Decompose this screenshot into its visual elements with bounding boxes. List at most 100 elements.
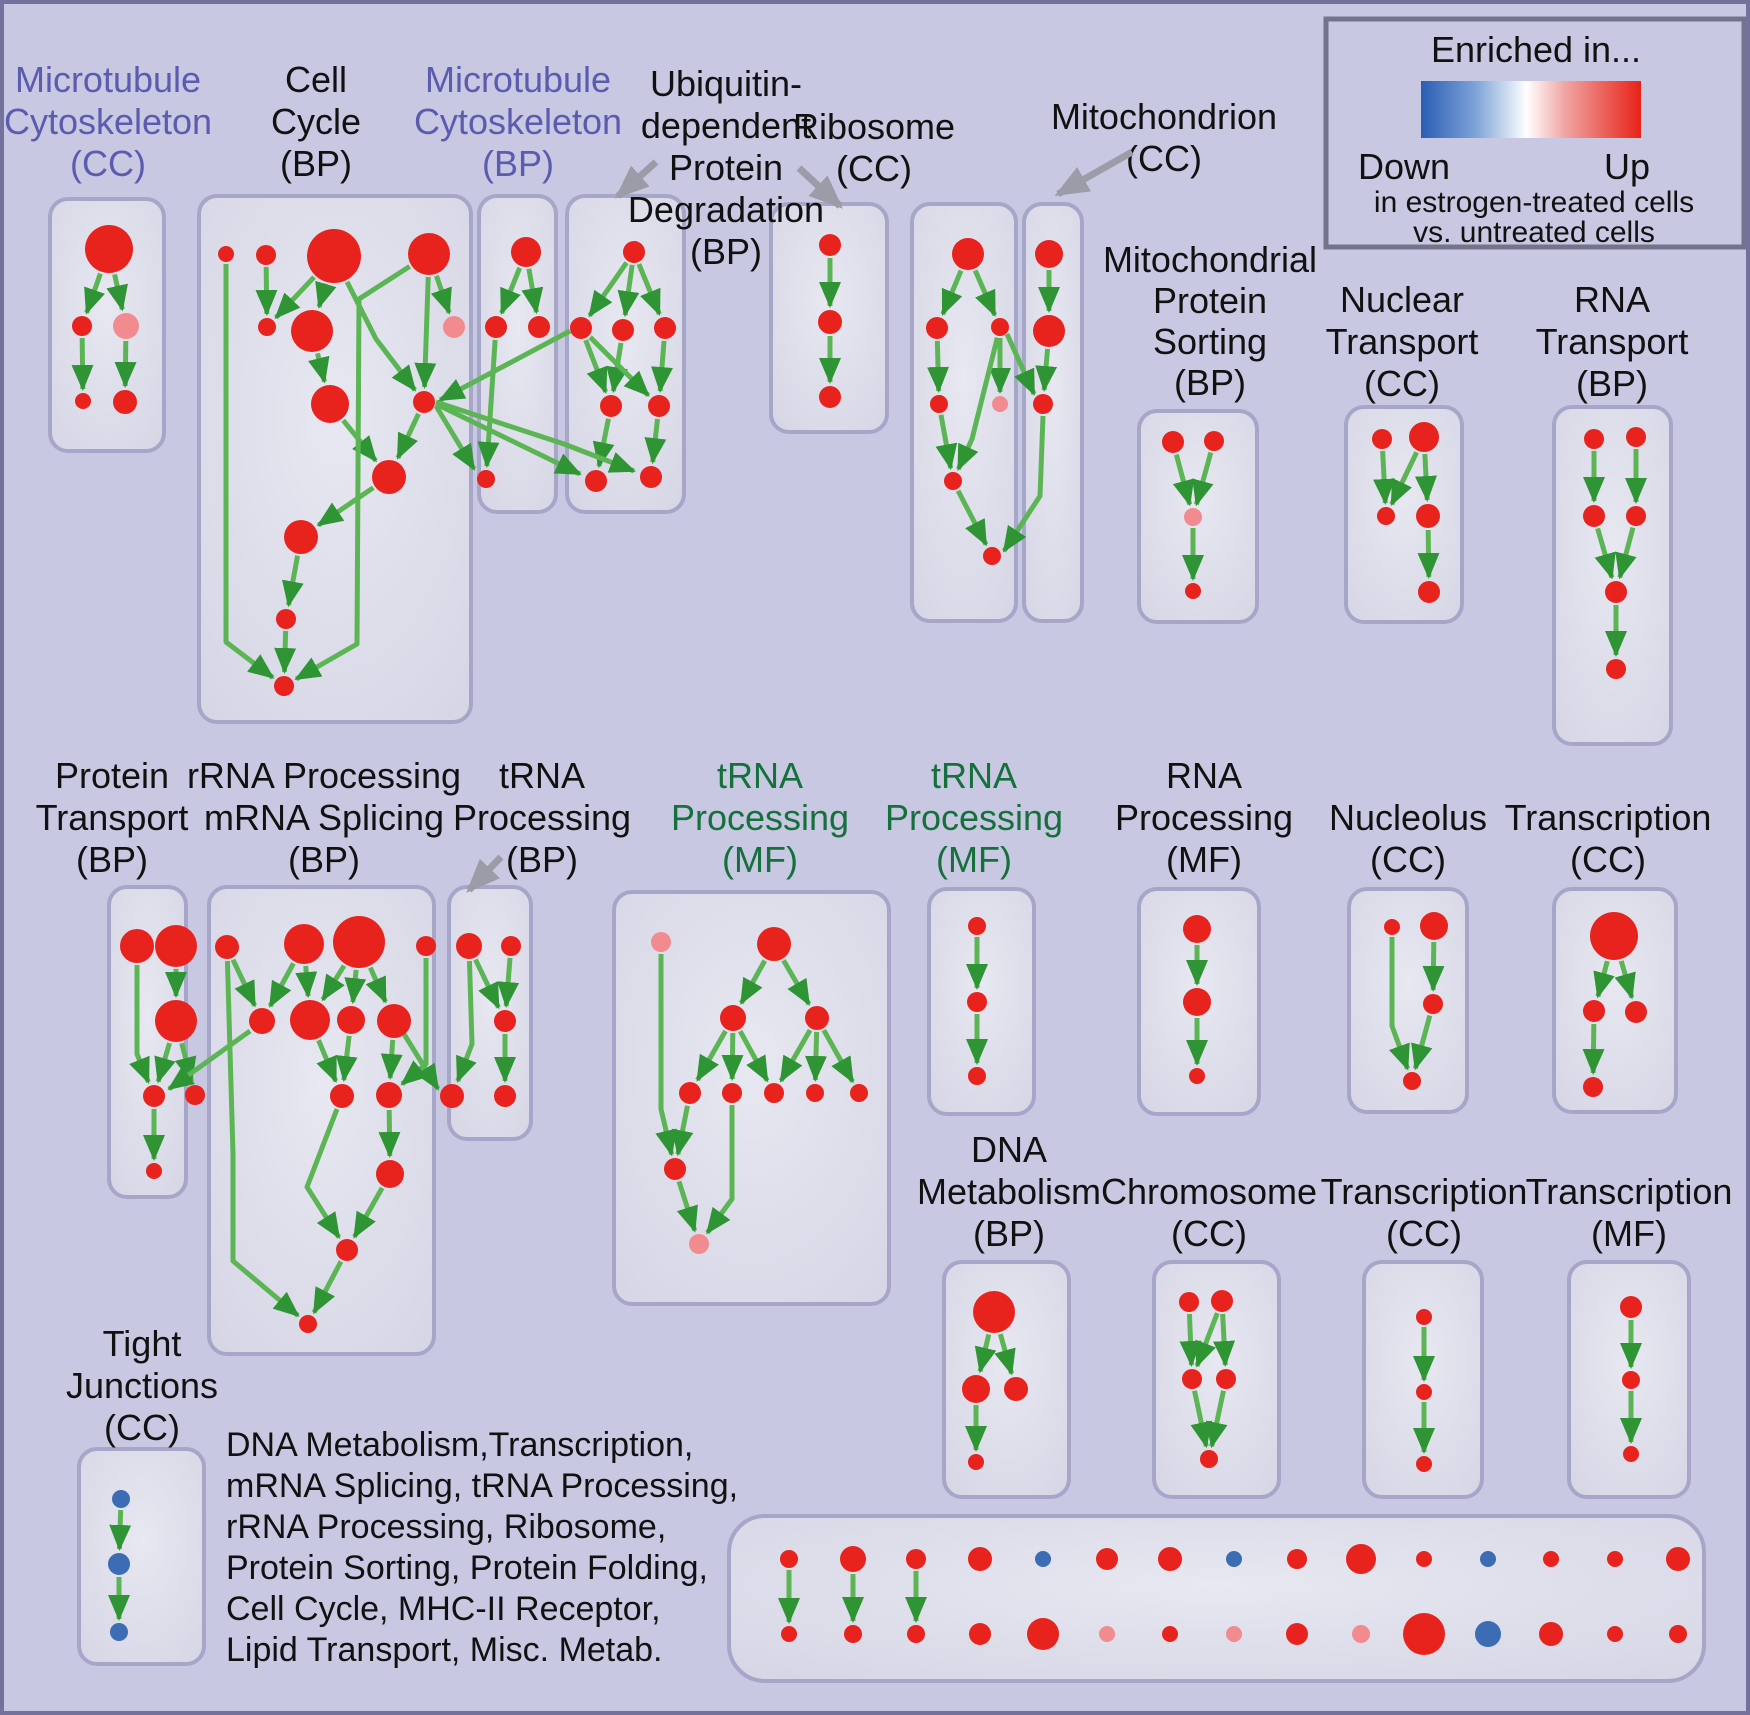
- cell-cycle-bp-label-line-2: (BP): [280, 143, 352, 184]
- microtubule-cytoskeleton-cc-edge-0: [84, 272, 105, 315]
- nucleolus-cc-edge-1: [1422, 941, 1445, 993]
- misc-categories-strip-node-12: [1543, 1551, 1559, 1567]
- cell-cycle-bp-node-6: [443, 316, 465, 338]
- transcription-mf-node-2: [1623, 1446, 1639, 1462]
- trna-processing-bp-edge-1: [497, 957, 520, 1009]
- mitochondrion-cc-edge-1: [1035, 348, 1058, 393]
- misc-categories-strip-node-19: [1027, 1618, 1059, 1650]
- nuclear-transport-cc-edge-3: [1417, 529, 1440, 580]
- cellcycle-to-microtubule-bp: [433, 404, 477, 471]
- protein-transport-bp-label-line-0: Protein: [55, 755, 169, 796]
- ribosome-cc-node-4: [992, 396, 1008, 412]
- ubiquitin-degradation-bp-a-node-2: [612, 319, 634, 341]
- ubiquitin-degradation-bp-a-edge-3: [583, 339, 608, 394]
- chromosome-cc-edge-1: [1194, 1312, 1220, 1368]
- labels-layer: MicrotubuleCytoskeleton(CC)CellCycle(BP)…: [4, 59, 1732, 1669]
- ubiquitin-degradation-bp-a-edge-5: [588, 335, 651, 398]
- rrna-processing-mrna-splicing-bp-edge-8: [316, 1039, 339, 1084]
- ubiquitin-degradation-bp-a-node-1: [570, 317, 592, 339]
- protein-transport-bp-edge-2: [154, 1042, 176, 1084]
- protein-transport-bp-node-5: [146, 1163, 162, 1179]
- protein-transport-bp-node-3: [143, 1085, 165, 1107]
- misc-categories-strip-node-24: [1352, 1625, 1370, 1643]
- trna-processing-mf-large-label-line-1: Processing: [671, 797, 849, 838]
- ribosome-cc-node-5: [944, 472, 962, 490]
- ubiquitin-degradation-bp-b-node-1: [818, 310, 842, 334]
- legend: Enriched in... Down Up in estrogen-treat…: [1323, 16, 1746, 250]
- misc-categories-strip-node-29: [1669, 1625, 1687, 1643]
- misc-categories-strip-node-4: [1035, 1551, 1051, 1567]
- microtubule-cytoskeleton-cc-node-1: [72, 316, 92, 336]
- mitochondrion-cc-node-0: [1035, 240, 1063, 268]
- dna-metabolism-bp-edge-0: [974, 1333, 997, 1374]
- cell-cycle-bp-node-1: [256, 245, 276, 265]
- microtubule-cytoskeleton-bp-node-2: [528, 316, 550, 338]
- mitochondrion-to-ribosome: [1001, 415, 1046, 553]
- misc-categories-strip-node-20: [1099, 1626, 1115, 1642]
- cell-cycle-bp-edge-6: [414, 276, 437, 390]
- legend-down-label: Down: [1358, 146, 1450, 187]
- trna-processing-mf-large-node-10: [689, 1234, 709, 1254]
- rrna-to-trna-bp: [401, 1032, 441, 1091]
- chromosome-cc-label-line-1: (CC): [1171, 1213, 1247, 1254]
- misc-categories-strip-node-14: [1666, 1547, 1690, 1571]
- rna-transport-bp-edge-2: [1594, 527, 1616, 580]
- trna-processing-mf-small-node-1: [967, 992, 987, 1012]
- tight-junctions-cc-label-line-1: Junctions: [66, 1365, 218, 1406]
- ubiquitin-degradation-bp-b-node-0: [819, 234, 841, 256]
- cell-cycle-bp-node-0: [218, 246, 234, 262]
- chromosome-cc-edge-3: [1190, 1390, 1213, 1449]
- trna-processing-bp-node-0: [456, 933, 482, 959]
- rna-transport-bp-edge-3: [1615, 526, 1637, 580]
- cell-cycle-bp-node-3: [408, 233, 450, 275]
- rrna-processing-mrna-splicing-bp-edge-5: [344, 969, 367, 1005]
- protein-transport-bp-label-line-2: (BP): [76, 839, 148, 880]
- nucleolus-cc-label-line-0: Nucleolus: [1329, 797, 1487, 838]
- dna-metabolism-bp-label-line-0: DNA: [971, 1129, 1047, 1170]
- chromosome-cc-node-4: [1200, 1450, 1218, 1468]
- chromosome-cc-node-3: [1216, 1369, 1236, 1389]
- rna-processing-mf-node-2: [1189, 1068, 1205, 1084]
- microtubule-cytoskeleton-cc-edge-3: [114, 340, 137, 389]
- mitochondrion-cc-label-line-0: Mitochondrion: [1051, 96, 1277, 137]
- trna-processing-mf-large-edge-8: [655, 954, 677, 1157]
- rna-transport-bp-label-line-1: Transport: [1536, 321, 1689, 362]
- ribosome-to-mitochondrion: [1004, 332, 1037, 396]
- nuclear-transport-cc-label-line-0: Nuclear: [1340, 279, 1464, 320]
- cell-cycle-bp-edge-12: [274, 630, 297, 675]
- rrna-processing-mrna-splicing-bp-edge-3: [295, 965, 318, 999]
- microtubule-cytoskeleton-cc-label-line-0: Microtubule: [15, 59, 201, 100]
- nucleolus-cc-box: [1347, 887, 1469, 1114]
- trna-processing-mf-large-edge-10: [676, 1180, 698, 1233]
- misc-categories-strip-node-16: [844, 1625, 862, 1643]
- nuclear-transport-cc-edge-2: [1414, 453, 1437, 503]
- dna-metabolism-bp-node-2: [1004, 1377, 1028, 1401]
- arrow-to-mitochondrion-box: [1054, 148, 1134, 198]
- microtubule-cytoskeleton-bp-node-0: [511, 237, 541, 267]
- ubiquitin-degradation-bp-a-label-line-2: Protein: [669, 147, 783, 188]
- microtubule-cytoskeleton-cc-edge-1: [106, 273, 128, 312]
- nuclear-transport-cc-node-2: [1377, 507, 1395, 525]
- rrna-processing-mrna-splicing-bp-edge-2: [267, 962, 296, 1008]
- mitochondrial-protein-sorting-bp-label-line-2: Sorting: [1153, 321, 1267, 362]
- nuclear-transport-cc-box: [1344, 405, 1464, 624]
- nucleolus-cc-node-2: [1423, 994, 1443, 1014]
- ribosome-cc-node-1: [926, 317, 948, 339]
- trna-processing-mf-small-label-line-0: tRNA: [931, 755, 1017, 796]
- cell-cycle-bp-node-7: [311, 385, 349, 423]
- rrna-processing-mrna-splicing-bp-edge-12: [378, 1109, 401, 1159]
- rrna-processing-mrna-splicing-bp-edge-10: [380, 1039, 403, 1081]
- misc-categories-strip-node-1: [840, 1546, 866, 1572]
- cell-cycle-bp-edge-10: [316, 485, 375, 528]
- trna-processing-bp-edge-0: [473, 958, 501, 1010]
- transcription-cc-1-node-1: [1583, 1000, 1605, 1022]
- cell-cycle-bp-node-4: [258, 318, 276, 336]
- rrna-processing-mrna-splicing-bp-edge-1: [224, 960, 300, 1318]
- ubiquitin-degradation-bp-a-node-3: [654, 317, 676, 339]
- misc-categories-strip-node-25: [1403, 1613, 1445, 1655]
- chromosome-cc-node-0: [1179, 1292, 1199, 1312]
- ribosome-cc-node-2: [991, 318, 1009, 336]
- chromosome-cc-node-2: [1182, 1369, 1202, 1389]
- trna-processing-bp-node-4: [494, 1085, 516, 1107]
- mitochondrial-protein-sorting-bp-node-3: [1185, 583, 1201, 599]
